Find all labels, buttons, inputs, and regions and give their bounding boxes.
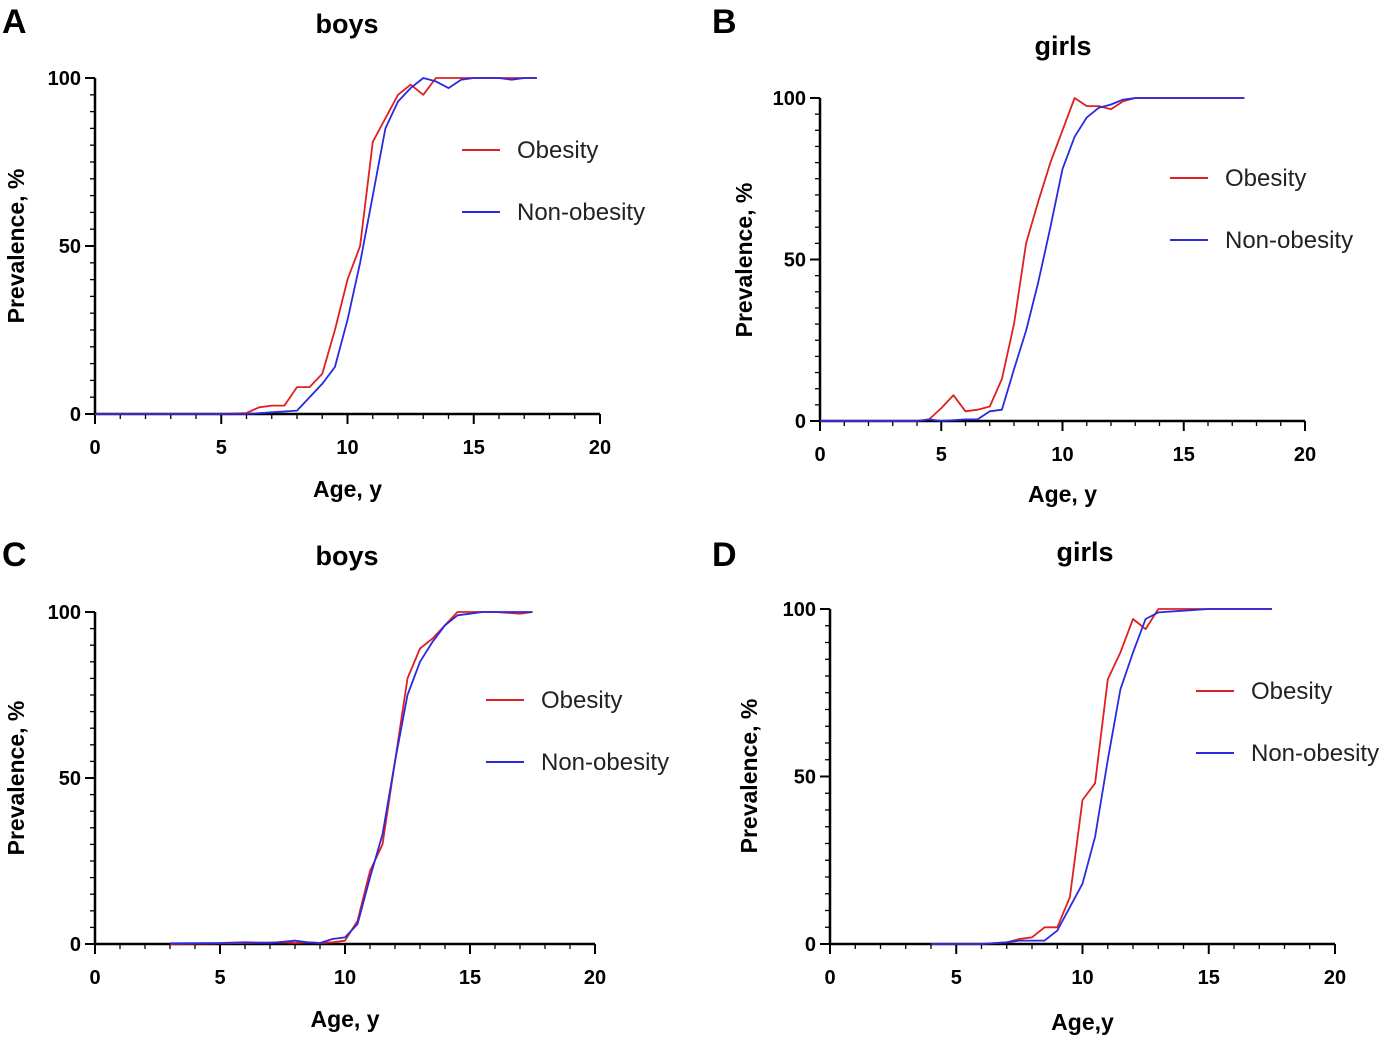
y-tick-label: 0 (70, 404, 81, 426)
x-axis-label: Age,y (1051, 1009, 1114, 1035)
series-line-obesity (169, 611, 533, 945)
series-line-non-obesity (95, 77, 537, 415)
x-tick-label: 10 (334, 967, 356, 989)
y-axis-label: Prevalence, % (3, 169, 29, 324)
legend-label: Non-obesity (1251, 740, 1379, 767)
x-tick-label: 0 (824, 967, 835, 989)
panel-letter: D (712, 536, 737, 574)
legend-label: Obesity (541, 687, 622, 714)
y-axis-label: Prevalence, % (3, 701, 29, 856)
y-axis-label: Prevalence, % (736, 699, 762, 854)
x-tick-label: 20 (1294, 444, 1316, 466)
y-tick-label: 50 (784, 250, 806, 272)
legend-label: Obesity (1225, 165, 1306, 192)
y-tick-label: 100 (48, 602, 81, 624)
x-tick-label: 20 (1324, 967, 1346, 989)
x-tick-label: 5 (214, 967, 225, 989)
chart-title: girls (1056, 537, 1113, 567)
x-tick-label: 10 (1051, 444, 1073, 466)
y-tick-label: 50 (794, 767, 816, 789)
x-tick-label: 5 (951, 967, 962, 989)
y-tick-label: 50 (59, 768, 81, 790)
x-tick-label: 20 (584, 967, 606, 989)
series-line-obesity (931, 608, 1272, 945)
x-tick-label: 15 (1198, 967, 1220, 989)
x-tick-label: 0 (814, 444, 825, 466)
x-tick-label: 5 (216, 437, 227, 459)
series-line-non-obesity (931, 608, 1272, 945)
legend-label: Non-obesity (541, 749, 669, 776)
legend-label: Obesity (517, 137, 598, 164)
series-line-non-obesity (169, 611, 533, 945)
y-tick-label: 0 (795, 411, 806, 433)
panel-letter: B (712, 3, 737, 41)
chart-title: boys (315, 9, 378, 39)
legend-label: Non-obesity (517, 199, 645, 226)
x-tick-label: 10 (1071, 967, 1093, 989)
x-tick-label: 5 (936, 444, 947, 466)
x-tick-label: 15 (459, 967, 481, 989)
series-line-obesity (95, 77, 537, 415)
x-axis-label: Age, y (310, 1006, 379, 1032)
x-axis-label: Age, y (313, 476, 382, 502)
y-tick-label: 100 (773, 88, 806, 110)
series-line-obesity (820, 97, 1245, 422)
y-tick-label: 0 (70, 934, 81, 956)
legend-label: Non-obesity (1225, 227, 1353, 254)
chart-title: girls (1034, 31, 1091, 61)
chart-title: boys (315, 541, 378, 571)
x-tick-label: 0 (89, 967, 100, 989)
y-tick-label: 50 (59, 236, 81, 258)
legend-label: Obesity (1251, 678, 1332, 705)
panel-letter: A (2, 3, 27, 41)
panel-letter: C (2, 536, 27, 574)
y-tick-label: 100 (48, 68, 81, 90)
series-line-non-obesity (820, 97, 1245, 422)
x-tick-label: 20 (589, 437, 611, 459)
x-tick-label: 15 (463, 437, 485, 459)
y-tick-label: 100 (783, 599, 816, 621)
x-tick-label: 0 (89, 437, 100, 459)
x-tick-label: 10 (336, 437, 358, 459)
x-tick-label: 15 (1173, 444, 1195, 466)
y-axis-label: Prevalence, % (731, 183, 757, 338)
x-axis-label: Age, y (1028, 481, 1097, 507)
y-tick-label: 0 (805, 934, 816, 956)
